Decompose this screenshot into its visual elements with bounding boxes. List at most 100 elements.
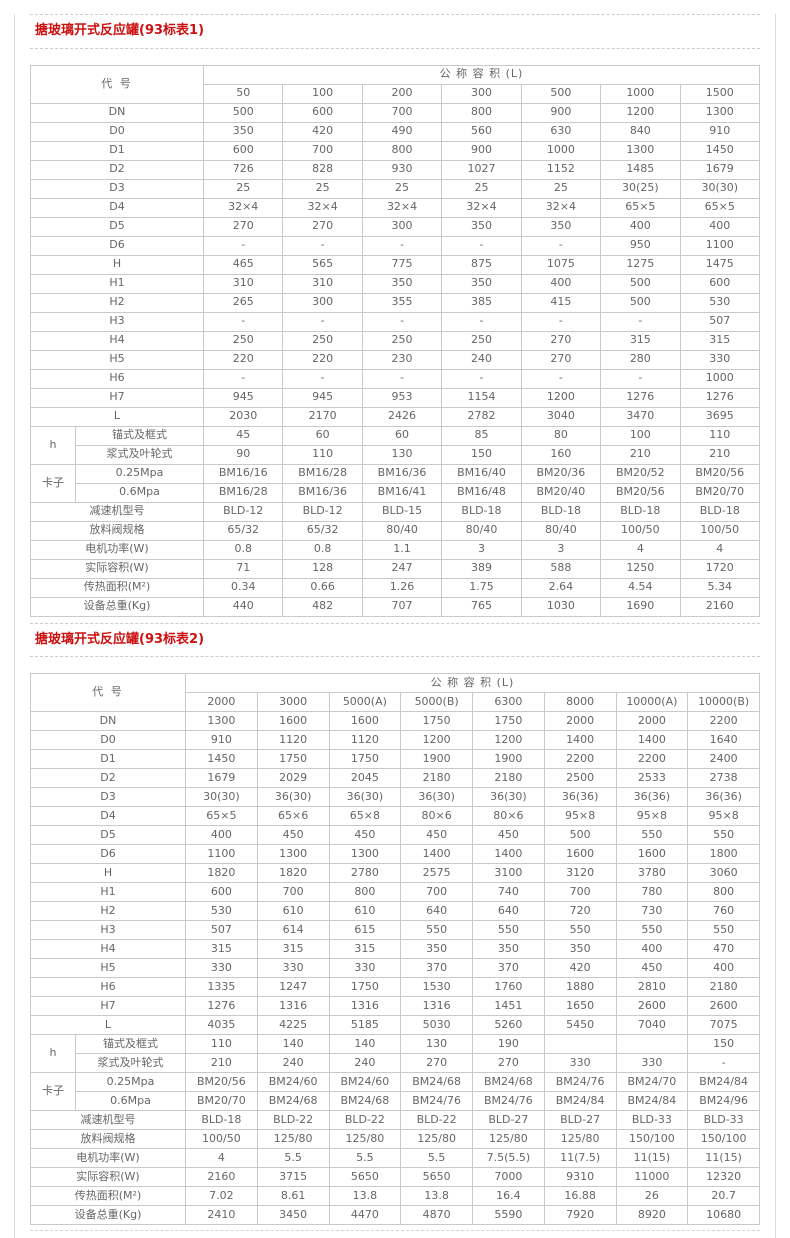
spec-cell: BM20/56 [600,482,681,503]
spec-cell: 440 [202,596,284,617]
spec-cell: 210 [185,1053,258,1074]
spec-cell: 125/80 [256,1129,330,1150]
spec-cell: BM20/70 [185,1091,258,1112]
spec-cell: 550 [400,920,473,941]
table-row: D3 25 25 25 25 25 30(25) 30(30) [30,178,761,199]
table-row: H5 330 330 330 370 370 420 450 400 [30,958,760,979]
row-group-label: h [30,1034,76,1074]
spec-cell: 1800 [687,844,760,865]
spec-cell: 32×4 [441,197,522,218]
spec-cell: 1450 [185,749,258,770]
section-1-title-block: 搪玻璃开式反应罐(93标表1) [30,14,760,49]
spec-cell: - [441,368,522,389]
row-label: D0 [30,121,204,142]
spec-cell: - [361,368,443,389]
spec-cell: 550 [543,920,617,941]
spec-cell: - [687,1053,760,1074]
spec-cell: 65×5 [185,806,258,827]
spec-cell: 1300 [256,844,330,865]
spec-cell: BLD-27 [472,1110,545,1131]
spec-cell: 2160 [185,1167,258,1188]
row-label: DN [30,102,204,123]
row-group-label: 卡子 [30,1072,76,1112]
spec-cell: 30(30) [679,178,761,199]
row-label: 实际容积(W) [30,558,204,579]
capacity-col-header: 10000(A) [615,692,689,713]
capacity-col-header: 6300 [472,692,545,713]
spec-cell: 1451 [472,996,545,1017]
spec-cell: 1750 [400,711,473,732]
header-row: 代 号公 称 容 积 (L) [30,64,760,104]
table-row: 实际容积(W) 71 128 247 389 588 1250 1720 [30,558,761,579]
spec-cell: 315 [679,330,761,351]
spec-cell: 2.64 [520,577,602,598]
row-label: D6 [30,844,186,865]
spec-cell: 1152 [520,159,602,180]
spec-cell: 350 [520,216,602,237]
spec-cell: 1760 [472,977,545,998]
row-label: D1 [30,140,204,161]
spec-cell: 775 [361,254,443,275]
spec-cell: 1820 [185,863,258,884]
spec-cell: 1400 [400,844,473,865]
spec-cell: 1600 [543,844,617,865]
spec-cell: 36(36) [615,787,689,808]
spec-cell: 330 [543,1053,617,1074]
spec-cell: 2029 [256,768,330,789]
spec-cell: 2600 [615,996,689,1017]
spec-cell: 550 [687,920,760,941]
spec-cell: 5.5 [400,1148,473,1169]
spec-cell: 950 [600,235,681,256]
table-row: 电机功率(W) 4 5.5 5.5 5.5 7.5(5.5) 11(7.5) 11(15) 11… [30,1148,760,1169]
capacity-col-header: 100 [282,83,363,104]
spec-cell: - [520,235,602,256]
spec-cell: 355 [361,292,443,313]
spec-cell: 330 [679,349,761,370]
row-label: DN [30,711,186,732]
spec-cell: - [441,235,522,256]
spec-cell: BM24/76 [472,1091,545,1112]
spec-cell: 610 [256,901,330,922]
spec-cell: - [361,311,443,332]
spec-cell: 700 [282,140,363,161]
spec-cell: BM20/56 [185,1072,258,1093]
spec-cell: 1200 [520,387,602,408]
table-row: 放料阀规格 100/50 125/80 125/80 125/80 125/80 125/8… [30,1129,760,1150]
spec-cell: 2780 [328,863,402,884]
spec-cell: 250 [282,330,363,351]
table-row: D0 910 1120 1120 1200 1200 1400 1400 1640 [30,730,760,751]
section-divider [30,1230,760,1232]
spec-cell: 1650 [543,996,617,1017]
spec-cell: 1600 [615,844,689,865]
spec-cell: BM24/96 [687,1091,760,1112]
spec-cell: 1900 [400,749,473,770]
spec-cell: 450 [256,825,330,846]
spec-cell: 150/100 [615,1129,689,1150]
spec-cell: 800 [361,140,443,161]
spec-cell: 588 [520,558,602,579]
row-label: 减速机型号 [30,501,204,522]
spec-table-1: 代 号公 称 容 积 (L) 50 100 200 300 500 1000 1500 DN 50… [30,64,761,617]
spec-cell: 1000 [520,140,602,161]
spec-cell: 1750 [472,711,545,732]
spec-cell: 1600 [328,711,402,732]
spec-cell: 350 [361,273,443,294]
spec-cell: 1.26 [361,577,443,598]
spec-cell: 65×5 [679,197,761,218]
spec-cell: BLD-15 [361,501,443,522]
table-row: h 锚式及框式 110 140 140 130 190 150 [30,1034,760,1074]
spec-cell: BM24/60 [328,1072,402,1093]
spec-cell: 2200 [615,749,689,770]
spec-cell: 1120 [256,730,330,751]
spec-cell: BM20/56 [679,463,761,484]
spec-cell: 2575 [400,863,473,884]
table-row: 浆式及叶轮式 210 240 240 270 270 330 330- [31,1053,760,1074]
spec-cell: 2180 [400,768,473,789]
spec-cell: 730 [615,901,689,922]
spec-cell: BM24/84 [615,1091,689,1112]
row-label: D4 [30,197,204,218]
table-row: 0.6Mpa BM20/70 BM24/68 BM24/68 BM24/76 BM24/7… [31,1091,760,1112]
spec-cell: 765 [441,596,522,617]
spec-cell: - [282,311,363,332]
spec-cell: 315 [328,939,402,960]
